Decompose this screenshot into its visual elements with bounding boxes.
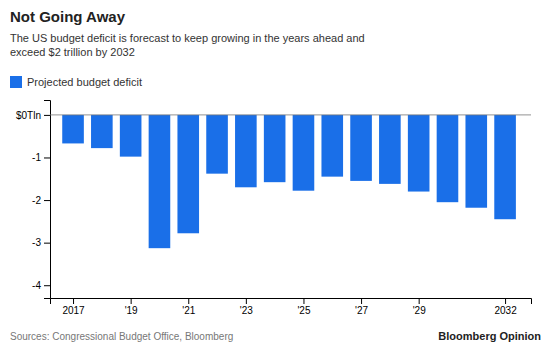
y-tick-mark (44, 243, 50, 244)
bar (91, 115, 113, 148)
bar (235, 115, 257, 187)
y-tick-label: -1 (32, 152, 41, 163)
bar (62, 115, 84, 144)
x-tick-mark (419, 298, 420, 304)
y-tick: -1 (32, 152, 50, 163)
y-tick-label: $0Tln (16, 110, 41, 121)
x-tick-mark (73, 298, 74, 304)
x-tick-mark (188, 298, 189, 304)
bar (321, 115, 343, 177)
x-tick-label: '21 (182, 305, 195, 316)
bar (264, 115, 286, 182)
x-tick-mark (303, 298, 304, 304)
y-tick-label: -4 (32, 280, 41, 291)
subtitle: The US budget deficit is forecast to kee… (10, 32, 365, 58)
x-tick: 2032 (494, 298, 517, 316)
y-axis-line (44, 101, 51, 299)
y-tick-label: -2 (32, 195, 41, 206)
y-tick: -2 (32, 195, 50, 206)
x-tick: 2017 (62, 298, 85, 316)
y-tick: $0Tln (16, 110, 50, 121)
y-axis: $0Tln -1 -2 -3 -4 (16, 101, 51, 299)
source: Sources: Congressional Budget Office, Bl… (10, 331, 233, 342)
legend: Projected budget deficit (10, 76, 142, 88)
title: Not Going Away (10, 8, 126, 25)
x-tick-mark (505, 298, 506, 304)
bar (293, 115, 315, 191)
y-tick-mark (44, 285, 50, 286)
x-axis: 2017 '19 '21 '23 '25 '27 '29 2032 (51, 298, 532, 316)
x-tick: '23 (240, 298, 253, 316)
subtitle-line: The US budget deficit is forecast to kee… (10, 32, 365, 44)
x-tick-label: 2017 (62, 305, 85, 316)
x-tick: '21 (182, 298, 195, 316)
y-tick-label: -3 (32, 237, 41, 248)
chart: Not Going Away The US budget deficit is f… (0, 0, 551, 348)
x-tick-label: 2032 (494, 305, 517, 316)
bar (177, 115, 199, 233)
x-tick: '27 (355, 298, 368, 316)
x-tick: '29 (413, 298, 426, 316)
legend-label: Projected budget deficit (27, 76, 142, 88)
x-tick-mark (361, 298, 362, 304)
x-tick-mark (246, 298, 247, 304)
y-tick-mark (44, 157, 50, 158)
bar (350, 115, 372, 181)
bar (206, 115, 228, 174)
x-tick-mark (131, 298, 132, 304)
x-axis-line (51, 299, 532, 305)
x-tick-label: '19 (125, 305, 138, 316)
zero-line (50, 114, 531, 115)
x-tick-label: '25 (297, 305, 310, 316)
bar (437, 115, 459, 202)
y-tick-mark (44, 115, 50, 116)
x-tick: '25 (297, 298, 310, 316)
y-tick-mark (44, 200, 50, 201)
bar (408, 115, 430, 192)
x-tick-label: '29 (413, 305, 426, 316)
bars (62, 115, 516, 248)
branding: Bloomberg Opinion (438, 330, 541, 342)
bar (379, 115, 401, 184)
y-tick: -4 (32, 280, 50, 291)
plot-area: 2017 '19 '21 '23 '25 '27 '29 2032 $0Tln -1 -2 -3 -4 (16, 101, 532, 317)
bar (494, 115, 516, 219)
bar (149, 115, 171, 248)
x-tick: '19 (125, 298, 138, 316)
y-tick: -3 (32, 237, 50, 248)
bar (120, 115, 142, 157)
subtitle-line: exceed $2 trillion by 2032 (10, 46, 135, 58)
x-tick-label: '27 (355, 305, 368, 316)
x-tick-label: '23 (240, 305, 253, 316)
bar (465, 115, 487, 208)
legend-swatch (10, 76, 22, 88)
